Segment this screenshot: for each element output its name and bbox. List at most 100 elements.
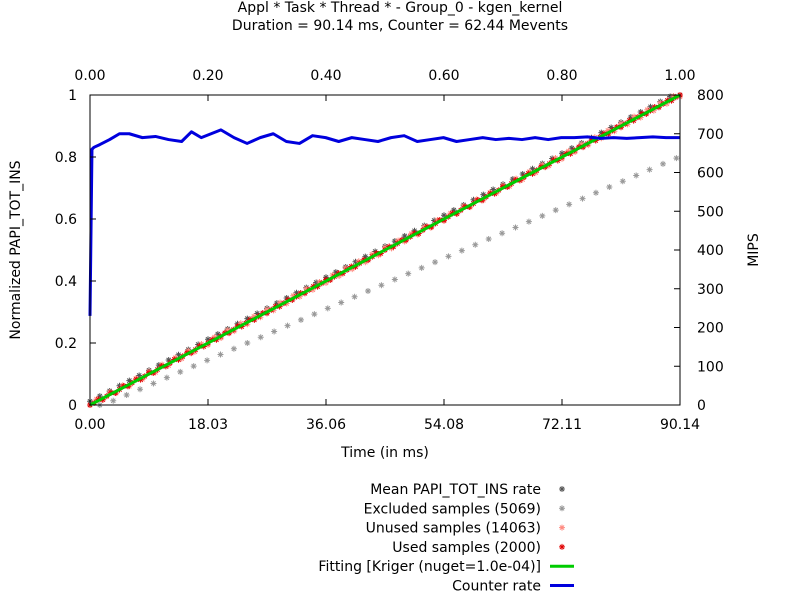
- mean-rate-point: [332, 269, 339, 276]
- unused-sample-point: [309, 286, 316, 293]
- excluded-sample-point: [552, 207, 559, 214]
- excluded-sample-point: [418, 264, 425, 271]
- mean-rate-point: [529, 165, 536, 172]
- mean-rate-point: [313, 279, 320, 286]
- unused-sample-point: [264, 306, 270, 313]
- unused-sample-point: [165, 362, 172, 369]
- mean-rate-point: [490, 186, 497, 193]
- excluded-sample-point: [284, 322, 291, 329]
- x2-tick-label: 0.60: [428, 68, 459, 84]
- unused-sample-point: [277, 299, 284, 306]
- unused-sample-point: [578, 141, 585, 148]
- x-tick-label: 90.14: [660, 417, 700, 433]
- unused-sample-point: [604, 127, 611, 134]
- unused-sample-point: [506, 183, 513, 190]
- unused-sample-point: [178, 355, 185, 362]
- excluded-sample-point: [271, 328, 278, 335]
- excluded-sample-point: [485, 236, 492, 243]
- counter-rate-line: [88, 128, 680, 316]
- excluded-sample-point: [365, 288, 371, 295]
- legend-label: Fitting [Kriger (nuget=1.0e-04)]: [318, 559, 541, 575]
- y-tick-label: 0.6: [55, 212, 77, 228]
- unused-sample-point: [257, 314, 264, 321]
- excluded-sample-point: [539, 212, 546, 219]
- mean-rate-point: [293, 289, 300, 296]
- unused-sample-point: [211, 334, 218, 341]
- mean-rate-point: [431, 217, 438, 224]
- unused-sample-point: [290, 292, 297, 299]
- legend-marker: [559, 524, 565, 531]
- unused-sample-point: [250, 313, 257, 320]
- chart-title: Appl * Task * Thread * - Group_0 - kgen_…: [237, 0, 563, 16]
- excluded-sample-point: [633, 172, 640, 179]
- y-tick-label: 0.4: [55, 274, 77, 290]
- mean-rate-point: [441, 212, 447, 219]
- y2-tick-label: 100: [697, 359, 724, 375]
- excluded-sample-point: [579, 195, 586, 202]
- mean-rate-point: [480, 191, 487, 198]
- unused-sample-point: [362, 259, 369, 266]
- unused-sample-point: [316, 278, 323, 285]
- unused-sample-point: [519, 176, 526, 183]
- y2-tick-label: 300: [697, 282, 724, 298]
- x-axis-label: Time (in ms): [340, 445, 429, 461]
- mean-rate-point: [559, 150, 565, 157]
- y-tick-label: 1: [68, 88, 77, 104]
- mean-rate-point: [627, 114, 634, 121]
- unused-sample-point: [618, 120, 624, 127]
- x2-tick-label: 0.00: [74, 68, 105, 84]
- mean-rate-point: [352, 258, 359, 265]
- unused-sample-point: [663, 100, 670, 107]
- unused-sample-point: [532, 169, 539, 176]
- chart-subtitle: Duration = 90.14 ms, Counter = 62.44 Mev…: [231, 18, 569, 34]
- mean-rate-point: [470, 196, 477, 203]
- excluded-sample-point: [123, 391, 130, 398]
- excluded-sample-point: [110, 397, 117, 404]
- unused-sample-point: [611, 128, 618, 135]
- excluded-sample-point: [566, 201, 573, 208]
- legend-label: Counter rate: [452, 579, 541, 595]
- unused-sample-point: [296, 293, 303, 300]
- excluded-sample-point: [405, 270, 412, 277]
- excluded-sample-point: [257, 334, 264, 341]
- mean-rate-point: [165, 356, 172, 363]
- mean-rate-point: [598, 129, 605, 136]
- y2-tick-label: 0: [697, 398, 706, 414]
- excluded-sample-point: [244, 340, 251, 346]
- legend-marker: [559, 543, 565, 550]
- mean-rate-point: [519, 170, 526, 177]
- x-tick-label: 54.08: [424, 417, 464, 433]
- mean-rate-point: [96, 393, 103, 400]
- x-tick-label: 0.00: [74, 417, 105, 433]
- excluded-sample-point: [525, 218, 532, 225]
- excluded-sample-point: [324, 305, 331, 312]
- unused-sample-point: [152, 369, 159, 376]
- legend-label: Excluded samples (5069): [364, 501, 541, 517]
- x2-tick-label: 0.80: [546, 68, 577, 84]
- excluded-sample-point: [458, 247, 465, 254]
- mean-rate-point: [126, 377, 133, 384]
- mean-rate-point: [205, 336, 211, 343]
- y2-tick-label: 200: [697, 321, 724, 337]
- y-tick-label: 0.8: [55, 150, 77, 166]
- unused-sample-point: [460, 203, 467, 210]
- unused-sample-point: [657, 99, 664, 106]
- mean-rate-point: [175, 351, 182, 358]
- excluded-sample-point: [137, 386, 144, 393]
- excluded-sample-point: [230, 345, 237, 352]
- unused-sample-point: [644, 106, 651, 113]
- unused-sample-point: [631, 113, 638, 120]
- unused-sample-point: [106, 389, 113, 396]
- y2-tick-label: 800: [697, 88, 724, 104]
- y2-axis-label: MIPS: [746, 233, 762, 267]
- excluded-sample-point: [297, 316, 304, 323]
- legend-label: Used samples (2000): [392, 540, 541, 556]
- unused-sample-point: [624, 121, 631, 128]
- x2-tick-label: 0.40: [310, 68, 341, 84]
- mean-rate-point: [155, 362, 162, 369]
- excluded-sample-point: [351, 293, 358, 300]
- x-tick-label: 36.06: [306, 417, 346, 433]
- excluded-sample-point: [512, 224, 519, 231]
- y2-tick-label: 500: [697, 204, 724, 220]
